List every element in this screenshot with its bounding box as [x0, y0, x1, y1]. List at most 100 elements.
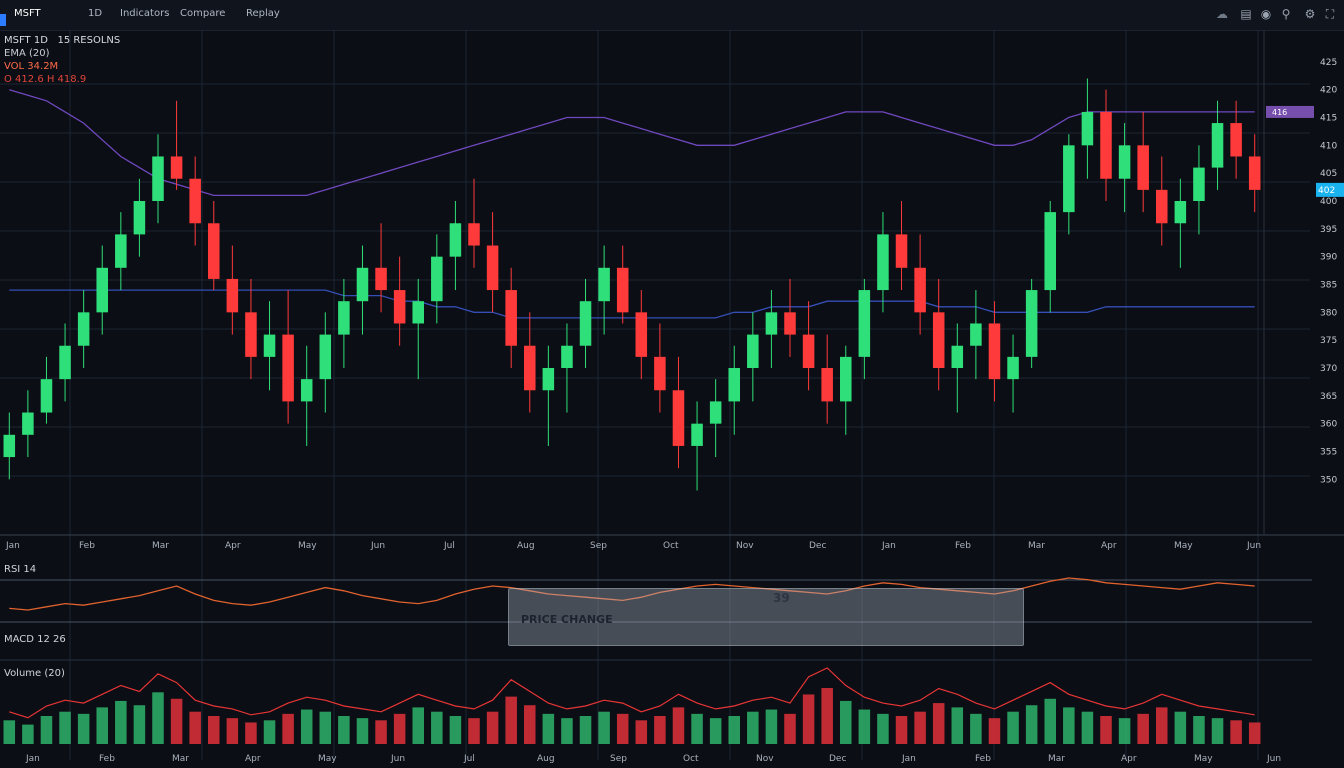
price-tick-label: 375	[1320, 336, 1337, 346]
volume-bar	[616, 713, 629, 744]
alert-icon[interactable]: ⚲	[1281, 7, 1291, 21]
time-tick-label: Jun	[1246, 541, 1261, 551]
candle	[208, 201, 220, 291]
time-tick-label-bottom: Apr	[245, 754, 261, 764]
candle	[1156, 156, 1168, 246]
price-tick-label: 420	[1320, 86, 1337, 96]
candle-body	[598, 267, 610, 302]
candle	[951, 323, 964, 413]
volume-bar	[393, 713, 406, 744]
candle-body	[1118, 145, 1131, 179]
settings-icon[interactable]: ⚙	[1304, 7, 1316, 21]
time-tick-label-bottom: Nov	[756, 754, 774, 764]
candle-body	[840, 356, 852, 402]
candle-body	[654, 356, 666, 391]
candle-body	[895, 234, 908, 268]
volume-bar	[970, 713, 982, 744]
candle	[505, 267, 517, 368]
candle-body	[914, 267, 926, 313]
candle-body	[40, 379, 53, 413]
candle-body	[133, 201, 146, 235]
candle-body	[1248, 156, 1261, 190]
candle	[988, 301, 1001, 402]
candle-body	[208, 223, 220, 279]
candle	[449, 201, 462, 291]
candle	[152, 134, 164, 224]
volume-bar	[914, 711, 926, 744]
volume-bar	[598, 711, 610, 744]
candle	[115, 212, 127, 291]
candle-body	[226, 278, 239, 313]
time-tick-label-bottom: Apr	[1121, 754, 1137, 764]
candle-body	[505, 290, 517, 346]
candle	[877, 212, 889, 313]
volume-bar	[784, 713, 796, 744]
chart-grid	[0, 30, 1344, 760]
macd-panel-label: MACD 12 26	[4, 634, 66, 645]
cloud-icon[interactable]: ☁	[1216, 7, 1228, 21]
volume-bar	[22, 724, 34, 744]
volume-bar	[431, 711, 443, 744]
candle	[22, 390, 34, 458]
volume-bar	[356, 718, 369, 744]
layout-icon[interactable]: ▤	[1240, 7, 1252, 21]
tab-replay[interactable]: Replay	[246, 8, 280, 19]
candle-body	[375, 267, 387, 291]
time-tick-label: Feb	[79, 541, 95, 551]
candle	[1081, 78, 1094, 179]
volume-bar	[338, 716, 350, 744]
price-tick-label: 405	[1320, 169, 1337, 179]
time-tick-label: Jan	[5, 541, 20, 551]
candle	[1193, 145, 1205, 235]
candle-body	[542, 368, 555, 391]
time-tick-label: Mar	[1028, 541, 1045, 551]
candle	[263, 301, 276, 391]
price-tick-label: 400	[1320, 197, 1337, 207]
candle	[542, 345, 555, 446]
candle	[3, 412, 16, 480]
volume-bar	[579, 716, 592, 744]
volume-bar	[170, 698, 183, 744]
time-tick-label: Jan	[881, 541, 896, 551]
volume-bar	[1081, 711, 1094, 744]
volume-bar	[561, 718, 573, 744]
candle	[393, 256, 406, 346]
tab-indicators[interactable]: Indicators	[120, 8, 170, 19]
candle-body	[263, 334, 276, 357]
candle	[375, 223, 387, 313]
candle	[468, 178, 480, 268]
candle	[840, 345, 852, 435]
tab-symbol[interactable]: MSFT	[14, 8, 41, 19]
candle	[282, 290, 294, 424]
candle	[40, 356, 53, 424]
volume-bar	[77, 713, 90, 744]
time-tick-label: Mar	[152, 541, 169, 551]
candle	[709, 379, 722, 458]
volume-bar	[1044, 698, 1056, 744]
candle	[765, 290, 778, 368]
candle	[1137, 111, 1149, 213]
volume-bar	[802, 694, 815, 744]
candle	[932, 278, 945, 391]
candle	[338, 278, 350, 368]
volume-bar	[115, 700, 127, 744]
volume-bar	[245, 722, 257, 744]
candle-body	[96, 267, 108, 313]
candle	[524, 312, 536, 413]
eye-icon[interactable]: ◉	[1260, 7, 1272, 21]
tab-interval[interactable]: 1D	[88, 8, 103, 19]
fullscreen-icon[interactable]: ⛶	[1325, 7, 1335, 21]
candle-body	[970, 323, 982, 346]
time-tick-label: May	[298, 541, 317, 551]
tab-compare[interactable]: Compare	[180, 8, 226, 19]
time-tick-label: May	[1174, 541, 1193, 551]
volume-bar	[524, 705, 536, 744]
candle	[1118, 123, 1131, 213]
price-tick-label: 355	[1320, 448, 1337, 458]
candle-body	[431, 256, 443, 302]
overlay-text: PRICE CHANGE	[521, 613, 613, 626]
volume-bar	[449, 716, 462, 744]
volume-bar	[319, 711, 332, 744]
time-tick-label: Apr	[1101, 541, 1117, 551]
